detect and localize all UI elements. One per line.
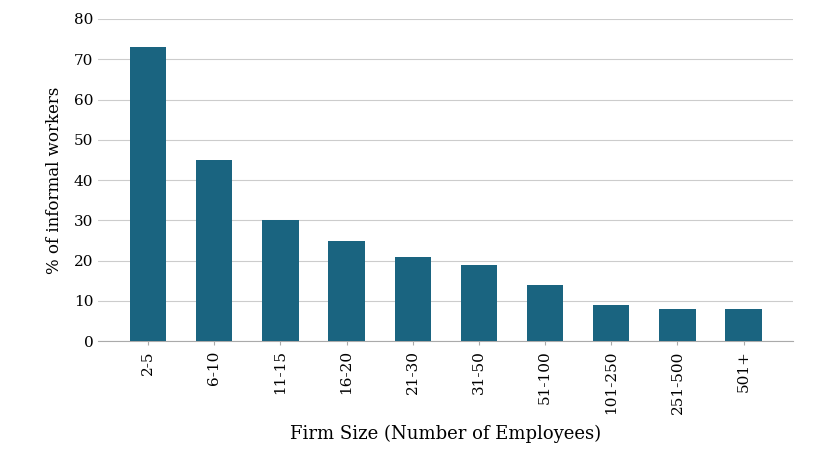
Bar [527,285,564,341]
Y-axis label: % of informal workers: % of informal workers [46,86,63,274]
Bar [196,160,232,341]
Bar [726,309,762,341]
Bar [262,220,299,341]
Bar [394,257,431,341]
X-axis label: Firm Size (Number of Employees): Firm Size (Number of Employees) [290,425,601,443]
Bar [593,305,630,341]
Bar [461,264,497,341]
Bar [328,241,365,341]
Bar [659,309,695,341]
Bar [130,47,166,341]
